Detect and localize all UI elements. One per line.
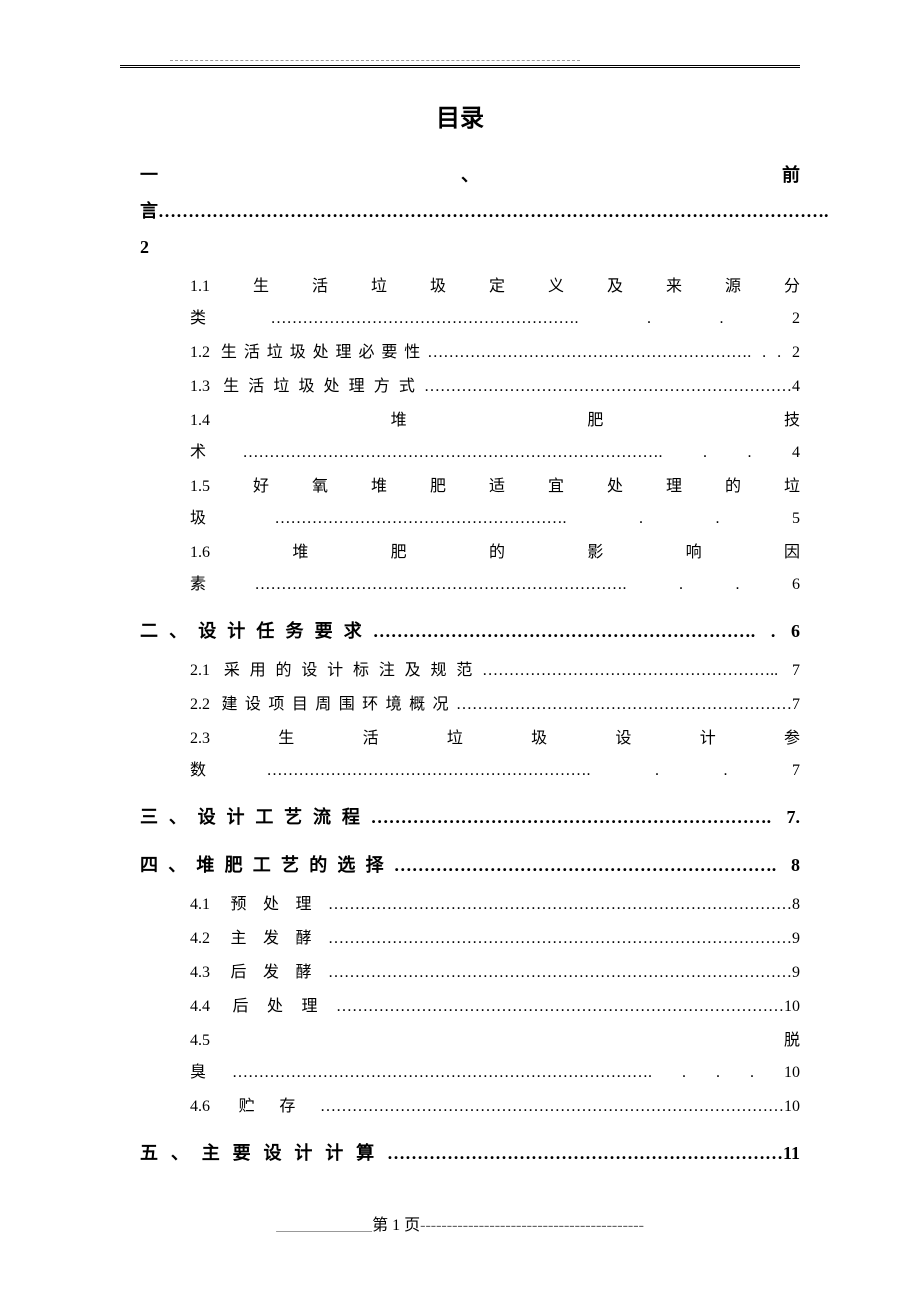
header-dashed-rule: [170, 60, 580, 61]
toc-entry: 二、设计任务要求………………………………………………………. . 6: [120, 613, 800, 649]
toc-entry: 2.3 生 活 垃 圾 设 计 参数……………………………………………………. …: [120, 723, 800, 787]
table-of-contents: 一、前言…………………………………………………………………………………………………: [120, 157, 800, 1171]
toc-entry: 2.1 采用的设计标注及规范……………………………………………….. 7: [120, 655, 800, 687]
toc-entry: 4.5 脱臭……………………………………………………………………. . . . …: [120, 1025, 800, 1089]
toc-entry: 4.2 主发酵……………………………………………………………………………9: [120, 923, 800, 955]
toc-entry: 1.1 生 活 垃 圾 定 义 及 来 源 分类……………………………………………: [120, 271, 800, 335]
footer-dashes: ----------------------------------------…: [420, 1217, 644, 1234]
page-footer: 第 1 页-----------------------------------…: [120, 1211, 800, 1235]
toc-entry: 1.6 堆 肥 的 影 响 因素…………………………………………………………….…: [120, 537, 800, 601]
toc-entry: 4.1 预处理……………………………………………………………………………8: [120, 889, 800, 921]
toc-entry: 2.2 建设项目周围环境概况………………………………………………………7: [120, 689, 800, 721]
page-title: 目录: [120, 98, 800, 133]
toc-entry: 4.4 后处理…………………………………………………………………………10: [120, 991, 800, 1023]
header-double-line: [120, 65, 800, 68]
footer-underline-left: [276, 1217, 372, 1234]
toc-entry: 4.6 贮存……………………………………………………………………………10: [120, 1091, 800, 1123]
toc-entry: 1.5 好 氧 堆 肥 适 宜 处 理 的 垃圾……………………………………………: [120, 471, 800, 535]
document-page: 目录 一、前言…………………………………………………………………………………………: [0, 0, 920, 1275]
toc-entry: 三、设计工艺流程…………………………………………………………. 7.: [120, 799, 800, 835]
toc-entry: 四、堆肥工艺的选择………………………………………………………. 8: [120, 847, 800, 883]
toc-entry: 4.3 后发酵……………………………………………………………………………9: [120, 957, 800, 989]
toc-entry: 1.2 生活垃圾处理必要性……………………………………………………. . . 2: [120, 337, 800, 369]
toc-entry: 五、主要设计计算…………………………………………………………11: [120, 1135, 800, 1171]
toc-entry: 一、前言…………………………………………………………………………………………………: [120, 157, 800, 265]
toc-entry: 1.3 生活垃圾处理方式……………………………………………………………4: [120, 371, 800, 403]
toc-entry: 1.4 堆 肥 技术……………………………………………………………………. . …: [120, 405, 800, 469]
page-number: 第 1 页: [372, 1217, 420, 1234]
